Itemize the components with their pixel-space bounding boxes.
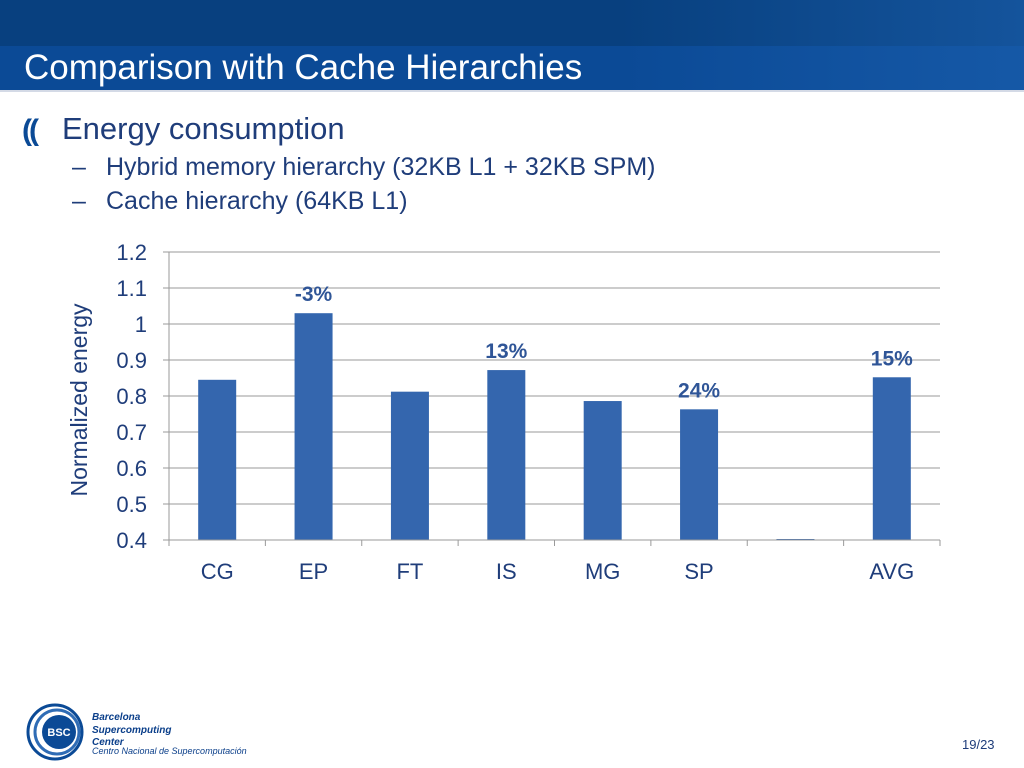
bsc-logo-badge: BSC: [47, 727, 70, 739]
y-tick-label: 0.5: [116, 492, 147, 517]
bar: [294, 313, 333, 540]
sub-bullet-cache: – Cache hierarchy (64KB L1): [72, 186, 408, 216]
y-tick-label: 0.6: [116, 456, 147, 481]
y-axis-title: Normalized energy: [66, 303, 92, 497]
bsc-logo-icon: BSC: [26, 703, 84, 761]
x-tick-label: CG: [201, 559, 234, 584]
bar: [198, 379, 237, 540]
x-tick-label: MG: [585, 559, 620, 584]
bar: [872, 377, 911, 540]
x-tick-label: EP: [299, 559, 328, 584]
x-tick-label: SP: [684, 559, 713, 584]
bsc-logo-name: Barcelona Supercomputing Center: [92, 712, 171, 750]
bar-data-label: 15%: [871, 347, 913, 370]
sub-bullet-dash: –: [72, 153, 86, 181]
bar: [390, 391, 429, 540]
x-tick-label: AVG: [869, 559, 914, 584]
logo-line: Barcelona: [92, 712, 141, 723]
logo-line: Center: [92, 737, 124, 748]
bar: [680, 409, 719, 540]
bar: [487, 370, 526, 540]
x-tick-label: FT: [396, 559, 423, 584]
x-tick-label: IS: [496, 559, 517, 584]
bar-data-label: 13%: [485, 340, 527, 363]
sub-bullet-text: Hybrid memory hierarchy (32KB L1 + 32KB …: [106, 153, 656, 181]
y-tick-label: 0.9: [116, 348, 147, 373]
bullet-icon: ((: [22, 114, 39, 147]
y-tick-label: 0.8: [116, 384, 147, 409]
header-divider: [0, 90, 1024, 92]
bar: [583, 401, 622, 540]
header-gradient: [620, 0, 1024, 92]
logo-subline: Centro Nacional de Supercomputación: [92, 746, 247, 756]
sub-bullet-dash: –: [72, 187, 86, 215]
page-number: 19/23: [962, 737, 995, 752]
y-tick-label: 0.7: [116, 420, 147, 445]
bar-data-label: -3%: [295, 283, 333, 306]
y-tick-label: 1.1: [116, 276, 147, 301]
sub-bullet-hybrid: – Hybrid memory hierarchy (32KB L1 + 32KB…: [72, 152, 656, 182]
y-tick-label: 1.2: [116, 240, 147, 265]
slide-header: Comparison with Cache Hierarchies: [0, 0, 1024, 92]
bullet-energy-consumption: Energy consumption: [62, 111, 345, 146]
y-tick-label: 1: [135, 312, 147, 337]
sub-bullet-text: Cache hierarchy (64KB L1): [106, 187, 408, 215]
logo-line: Supercomputing: [92, 724, 172, 736]
bar-data-label: 24%: [678, 379, 720, 402]
slide-title: Comparison with Cache Hierarchies: [24, 48, 583, 87]
y-tick-label: 0.4: [116, 528, 147, 553]
